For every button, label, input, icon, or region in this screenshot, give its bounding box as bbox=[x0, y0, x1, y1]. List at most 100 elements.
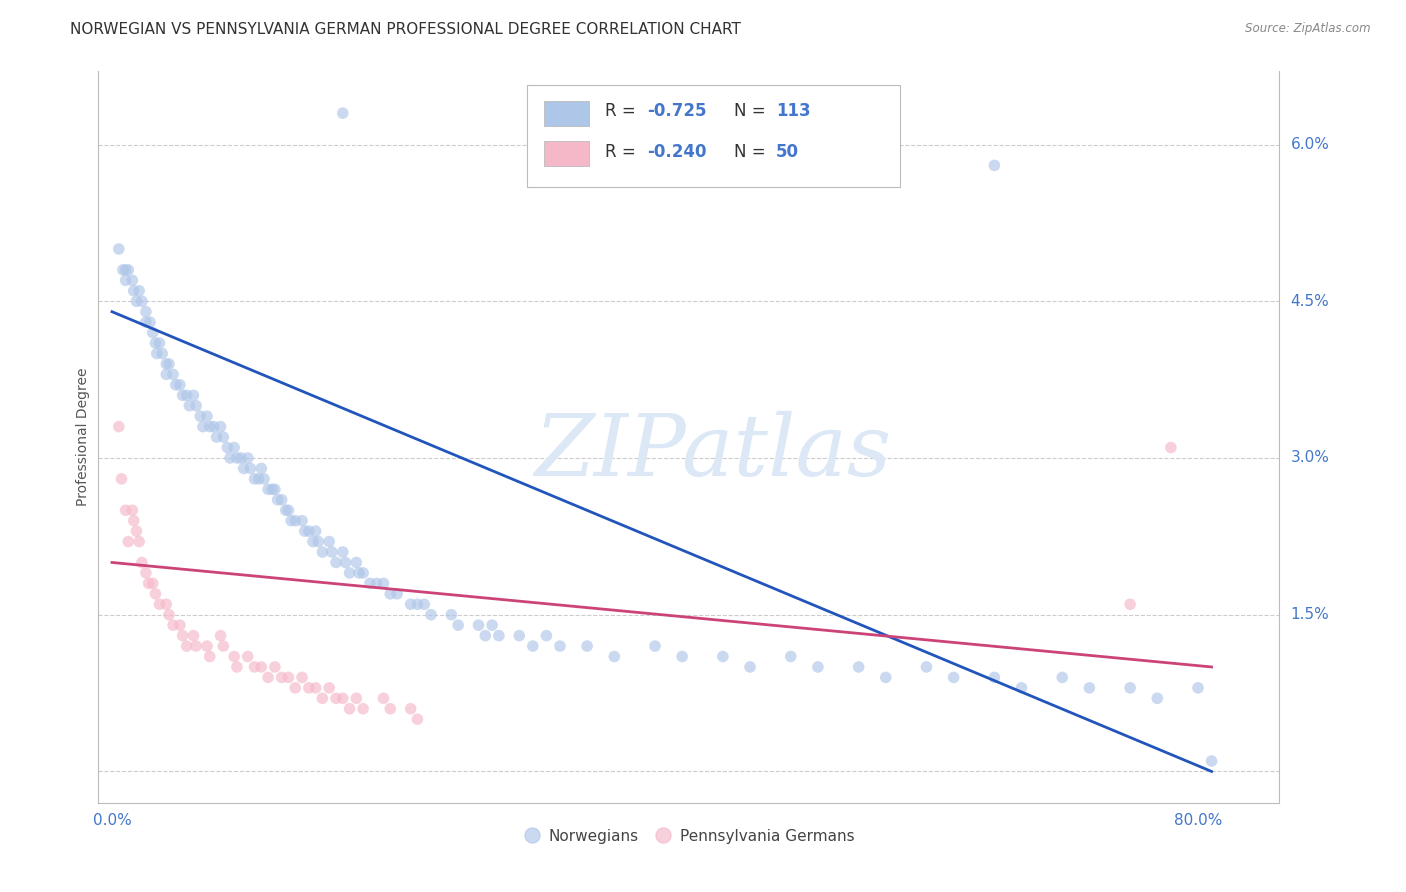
Point bbox=[172, 629, 194, 643]
Point bbox=[380, 702, 402, 716]
Point bbox=[304, 524, 326, 538]
Point bbox=[1187, 681, 1209, 695]
Point bbox=[198, 419, 221, 434]
Point bbox=[250, 660, 273, 674]
Point bbox=[352, 566, 374, 580]
Point bbox=[145, 336, 167, 351]
Point bbox=[186, 399, 208, 413]
Point bbox=[318, 681, 340, 695]
Point bbox=[146, 346, 169, 360]
Point bbox=[198, 649, 221, 664]
Point bbox=[131, 556, 153, 570]
Point bbox=[176, 639, 198, 653]
Point bbox=[125, 294, 148, 309]
Point bbox=[135, 566, 157, 580]
Text: N =: N = bbox=[734, 103, 770, 120]
Point bbox=[236, 450, 259, 465]
Point bbox=[644, 639, 666, 653]
Point bbox=[186, 639, 208, 653]
Point bbox=[114, 273, 136, 287]
Point bbox=[183, 388, 205, 402]
Point bbox=[169, 377, 191, 392]
Point bbox=[399, 597, 422, 611]
Point bbox=[247, 472, 270, 486]
Point bbox=[277, 503, 299, 517]
Point bbox=[332, 545, 354, 559]
Point bbox=[195, 639, 218, 653]
Point bbox=[1078, 681, 1101, 695]
Point bbox=[195, 409, 218, 424]
Point bbox=[807, 660, 830, 674]
Point bbox=[1160, 441, 1182, 455]
Point bbox=[307, 534, 329, 549]
Point bbox=[217, 441, 239, 455]
Point bbox=[347, 566, 370, 580]
Point bbox=[110, 472, 132, 486]
Point bbox=[325, 556, 347, 570]
Point bbox=[373, 691, 395, 706]
Point bbox=[135, 315, 157, 329]
Point bbox=[875, 670, 897, 684]
Point bbox=[138, 576, 160, 591]
Point bbox=[848, 660, 870, 674]
Point bbox=[291, 670, 314, 684]
Point bbox=[212, 639, 235, 653]
Point bbox=[139, 315, 162, 329]
Point bbox=[117, 534, 139, 549]
Point bbox=[399, 702, 422, 716]
Point bbox=[311, 691, 333, 706]
Point bbox=[157, 607, 180, 622]
Point bbox=[209, 419, 232, 434]
Point bbox=[148, 597, 170, 611]
Point bbox=[1146, 691, 1168, 706]
Point bbox=[135, 304, 157, 318]
Point bbox=[270, 670, 292, 684]
Point bbox=[128, 534, 150, 549]
Point bbox=[162, 618, 184, 632]
Point bbox=[107, 419, 129, 434]
Point bbox=[274, 503, 297, 517]
Point bbox=[440, 607, 463, 622]
Point bbox=[224, 441, 246, 455]
Point bbox=[176, 388, 198, 402]
Point bbox=[339, 566, 361, 580]
Text: 4.5%: 4.5% bbox=[1291, 293, 1329, 309]
Point bbox=[1011, 681, 1033, 695]
Point bbox=[352, 702, 374, 716]
Point bbox=[298, 681, 321, 695]
Point bbox=[212, 430, 235, 444]
Point bbox=[114, 263, 136, 277]
Point bbox=[1119, 681, 1142, 695]
Text: 1.5%: 1.5% bbox=[1291, 607, 1329, 623]
Point bbox=[738, 660, 761, 674]
Point bbox=[202, 419, 225, 434]
Point bbox=[262, 483, 284, 497]
Point bbox=[548, 639, 571, 653]
Point bbox=[172, 388, 194, 402]
Text: -0.240: -0.240 bbox=[647, 143, 706, 161]
Point bbox=[183, 629, 205, 643]
Text: -0.725: -0.725 bbox=[647, 103, 706, 120]
Text: 113: 113 bbox=[776, 103, 811, 120]
Point bbox=[205, 430, 228, 444]
Y-axis label: Professional Degree: Professional Degree bbox=[76, 368, 90, 507]
Point bbox=[915, 660, 938, 674]
Point bbox=[284, 514, 307, 528]
Point bbox=[225, 660, 247, 674]
Point bbox=[148, 336, 170, 351]
Point bbox=[111, 263, 134, 277]
Point bbox=[232, 461, 254, 475]
Point bbox=[280, 514, 302, 528]
Point bbox=[219, 450, 242, 465]
Point bbox=[257, 670, 280, 684]
Point bbox=[155, 368, 177, 382]
Point bbox=[264, 483, 287, 497]
Point bbox=[165, 377, 187, 392]
Point bbox=[536, 629, 558, 643]
Point bbox=[522, 639, 544, 653]
Point bbox=[122, 514, 145, 528]
Point bbox=[155, 357, 177, 371]
Point bbox=[169, 618, 191, 632]
Point bbox=[142, 326, 165, 340]
Point bbox=[298, 524, 321, 538]
